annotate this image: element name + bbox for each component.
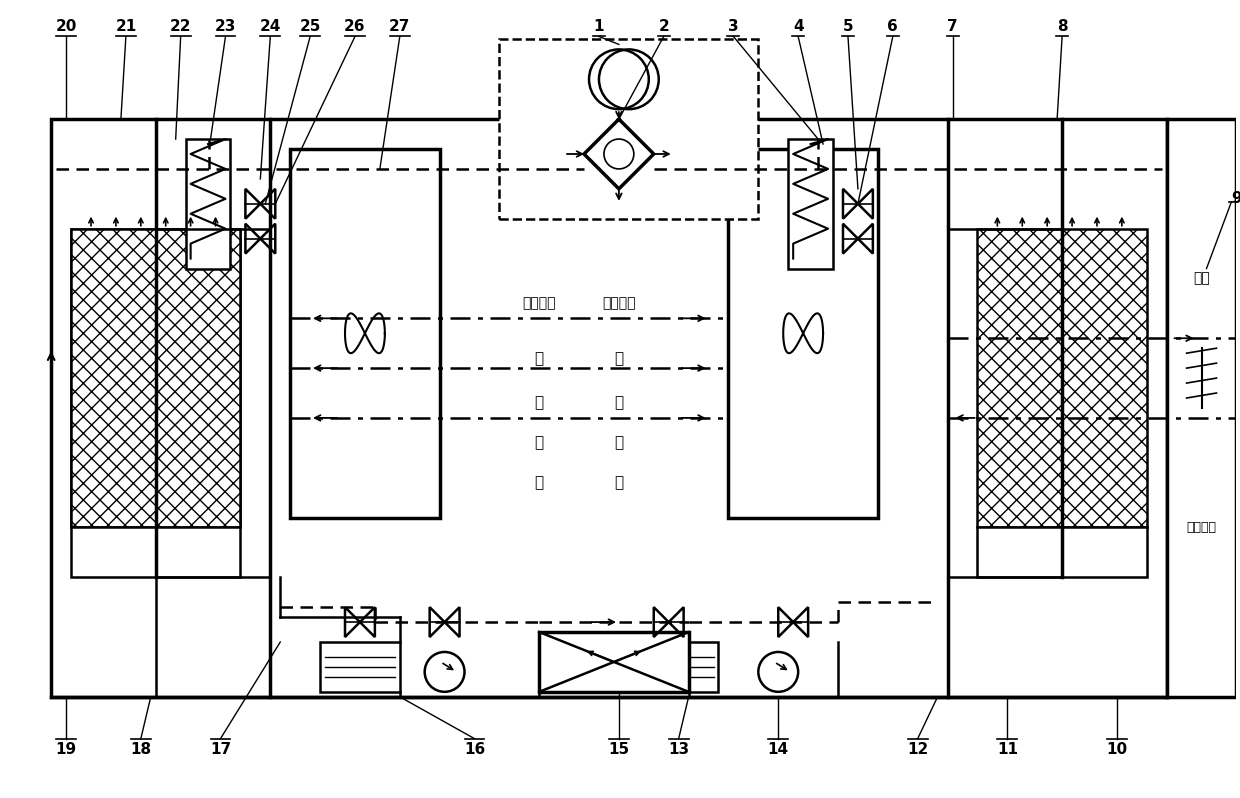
Text: 2: 2 [658, 19, 670, 34]
Text: 10: 10 [1106, 741, 1127, 757]
Text: 15: 15 [609, 741, 630, 757]
Text: 23: 23 [215, 19, 236, 34]
Text: 6: 6 [888, 19, 898, 34]
Bar [71, 527, 241, 577]
Text: 27: 27 [389, 19, 410, 34]
Bar [728, 149, 878, 518]
Text: 21: 21 [115, 19, 136, 34]
Text: 17: 17 [210, 741, 231, 757]
Text: 20: 20 [56, 19, 77, 34]
Bar [71, 229, 241, 527]
Text: 11: 11 [997, 741, 1018, 757]
Text: 室外空气: 室外空气 [603, 296, 636, 310]
Text: 12: 12 [908, 741, 929, 757]
Bar [789, 139, 833, 269]
Text: 7: 7 [947, 19, 957, 34]
Text: 排风: 排风 [1193, 271, 1210, 286]
Bar [71, 229, 241, 527]
Text: 9: 9 [1231, 192, 1240, 207]
Text: 26: 26 [345, 19, 366, 34]
Text: 1: 1 [594, 19, 604, 34]
Text: 24: 24 [259, 19, 281, 34]
Text: 室内空气: 室内空气 [522, 296, 556, 310]
Text: 室外新风: 室外新风 [1187, 521, 1216, 534]
Text: 室: 室 [534, 350, 544, 365]
Text: 19: 19 [56, 741, 77, 757]
Text: 内: 内 [614, 396, 624, 410]
Text: 5: 5 [843, 19, 853, 34]
Text: 13: 13 [668, 741, 689, 757]
Bar [51, 119, 1167, 697]
Text: 室: 室 [614, 350, 624, 365]
Bar [639, 642, 718, 692]
Bar [186, 139, 231, 269]
Text: 外: 外 [534, 396, 544, 410]
Bar [977, 527, 1147, 577]
Bar [290, 149, 440, 518]
Text: 14: 14 [768, 741, 789, 757]
Text: 气: 气 [534, 475, 544, 490]
Text: 4: 4 [792, 19, 804, 34]
Text: 8: 8 [1056, 19, 1068, 34]
Bar [539, 632, 688, 692]
Text: 22: 22 [170, 19, 191, 34]
Bar [1167, 119, 1236, 697]
Text: 空: 空 [614, 436, 624, 450]
Text: 18: 18 [130, 741, 151, 757]
Text: 3: 3 [728, 19, 739, 34]
Bar [977, 229, 1147, 527]
Text: 25: 25 [299, 19, 321, 34]
Bar [320, 642, 399, 692]
Text: 空: 空 [534, 436, 544, 450]
Text: 16: 16 [464, 741, 485, 757]
Text: 气: 气 [614, 475, 624, 490]
Bar [500, 39, 759, 219]
